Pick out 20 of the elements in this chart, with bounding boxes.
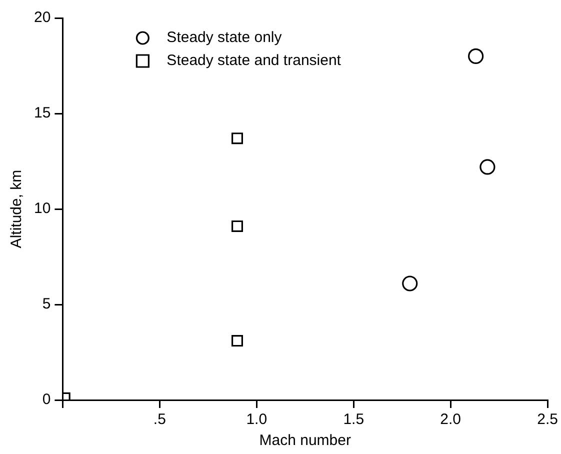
- point: [231, 132, 243, 144]
- point: [231, 335, 243, 347]
- x-tick-label: 1.0: [246, 411, 268, 428]
- y-axis-title: Altitude, km: [8, 170, 26, 248]
- legend-label: Steady state only: [166, 29, 282, 46]
- x-axis-title: Mach number: [259, 432, 351, 450]
- y-tick-label: 20: [34, 9, 51, 26]
- x-tick-label: 2.0: [440, 411, 462, 428]
- x-tick-label: 2.5: [537, 411, 558, 428]
- y-tick-label: 10: [34, 200, 51, 218]
- x-tick-label: .5: [153, 411, 166, 428]
- y-tick-label: 5: [42, 296, 51, 313]
- legend-label: Steady state and transient: [166, 52, 342, 70]
- point: [480, 159, 496, 175]
- point: [468, 48, 484, 64]
- x-tick-label: 1.5: [343, 411, 364, 428]
- point: [402, 276, 418, 292]
- y-tick-label: 0: [42, 391, 51, 408]
- y-tick-label: 15: [34, 104, 51, 122]
- point: [231, 220, 243, 232]
